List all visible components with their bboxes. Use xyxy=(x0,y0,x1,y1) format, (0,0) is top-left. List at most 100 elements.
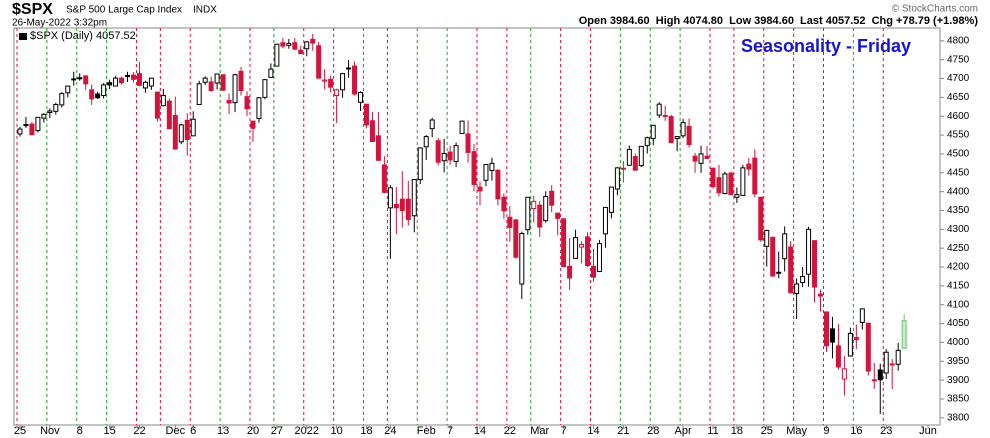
symbol: $SPX xyxy=(12,1,53,18)
candle-body xyxy=(369,120,375,142)
x-tick-label: 6 xyxy=(190,425,196,437)
candle-body xyxy=(274,43,280,67)
candle-body xyxy=(244,96,250,110)
candle-body xyxy=(53,104,59,112)
candle-body xyxy=(184,119,190,141)
x-tick-label: 21 xyxy=(617,425,629,437)
candle-body xyxy=(596,243,602,273)
quote: Open 3984.60 High 4074.80 Low 3984.60 La… xyxy=(579,15,979,27)
y-tick-label: 4750 xyxy=(947,54,970,65)
candle-body xyxy=(47,110,53,113)
x-tick-label: 20 xyxy=(247,425,259,437)
x-tick-label: 7 xyxy=(561,425,567,437)
candle-body xyxy=(692,155,698,162)
candle-body xyxy=(130,74,136,80)
y-tick-label: 4000 xyxy=(947,337,970,348)
candle-body xyxy=(125,75,131,78)
candle-body xyxy=(89,89,95,100)
x-tick-label: Feb xyxy=(417,425,436,437)
candle-body xyxy=(489,162,495,172)
candle-body xyxy=(704,155,710,159)
candle-body xyxy=(812,240,818,288)
x-tick-label: 25 xyxy=(14,425,26,437)
candle-body xyxy=(716,177,722,194)
y-tick-label: 4650 xyxy=(947,92,970,103)
candle-body xyxy=(363,103,369,126)
candle-body xyxy=(740,167,746,196)
x-tick-label: 25 xyxy=(761,425,773,437)
candle-body xyxy=(602,206,608,235)
x-tick-label: 18 xyxy=(731,425,743,437)
candle-body xyxy=(668,116,674,144)
candle-body xyxy=(698,153,704,164)
y-tick-label: 4600 xyxy=(947,111,970,122)
candle-body xyxy=(352,65,358,95)
candle-body xyxy=(256,97,262,119)
candle-body xyxy=(770,236,776,277)
candle-body xyxy=(519,232,525,285)
candle-body xyxy=(776,271,782,274)
candle-body xyxy=(573,237,579,259)
candle-body xyxy=(393,203,399,209)
candle-body xyxy=(232,74,238,104)
y-tick-label: 4250 xyxy=(947,243,970,254)
candle-body xyxy=(17,128,23,135)
index-name: S&P 500 Large Cap Index xyxy=(66,5,182,16)
candle-body xyxy=(316,45,322,79)
candle-body xyxy=(375,135,381,161)
x-tick-label: 13 xyxy=(217,425,229,437)
x-tick-label: 14 xyxy=(587,425,599,437)
candle-body xyxy=(119,77,125,84)
y-tick-label: 4350 xyxy=(947,205,970,216)
candle-body xyxy=(35,116,41,132)
candle-body xyxy=(764,229,770,247)
candle-body xyxy=(322,79,328,82)
candle-body xyxy=(734,194,740,198)
candle-body xyxy=(262,79,268,98)
candle-body xyxy=(471,151,477,185)
candle-body xyxy=(190,118,196,137)
candle-body xyxy=(525,196,531,231)
x-tick-label: 9 xyxy=(823,425,829,437)
candle-body xyxy=(626,148,632,166)
y-tick-label: 3800 xyxy=(947,412,970,423)
candle-body xyxy=(806,228,812,275)
candle-body xyxy=(477,186,483,192)
candle-body xyxy=(465,133,471,153)
candle-body xyxy=(501,196,507,212)
legend: $SPX (Daily) 4057.52 xyxy=(30,30,136,42)
candle-body xyxy=(29,123,35,136)
candle-body xyxy=(196,83,202,106)
x-tick-label: 22 xyxy=(504,425,516,437)
copyright: © StockCharts.com xyxy=(892,4,978,15)
candle-body xyxy=(662,114,668,117)
candle-body xyxy=(441,153,447,162)
candle-body xyxy=(405,198,411,221)
y-tick-label: 4200 xyxy=(947,262,970,273)
x-tick-label: Apr xyxy=(675,425,692,437)
candle-body xyxy=(895,349,901,365)
timestamp: 26-May-2022 3:32pm xyxy=(12,18,107,29)
candle-body xyxy=(901,320,907,349)
y-tick-label: 3900 xyxy=(947,375,970,386)
x-tick-label: 15 xyxy=(103,425,115,437)
y-tick-label: 4450 xyxy=(947,167,970,178)
legend-swatch xyxy=(19,33,27,40)
candle-body xyxy=(346,67,352,70)
candle-body xyxy=(638,145,644,167)
candle-body xyxy=(728,172,734,196)
candle-body xyxy=(292,42,298,50)
candle-body xyxy=(178,124,184,143)
candle-body xyxy=(752,157,758,195)
candle-body xyxy=(585,236,591,267)
candle-body xyxy=(794,283,800,294)
candle-body xyxy=(555,212,561,219)
y-tick-label: 4500 xyxy=(947,149,970,160)
candle-body xyxy=(113,77,119,87)
y-tick-label: 3850 xyxy=(947,394,970,405)
x-tick-label: May xyxy=(786,425,807,437)
candle-body xyxy=(650,124,656,139)
candle-body xyxy=(513,219,519,258)
candle-body xyxy=(220,74,226,91)
